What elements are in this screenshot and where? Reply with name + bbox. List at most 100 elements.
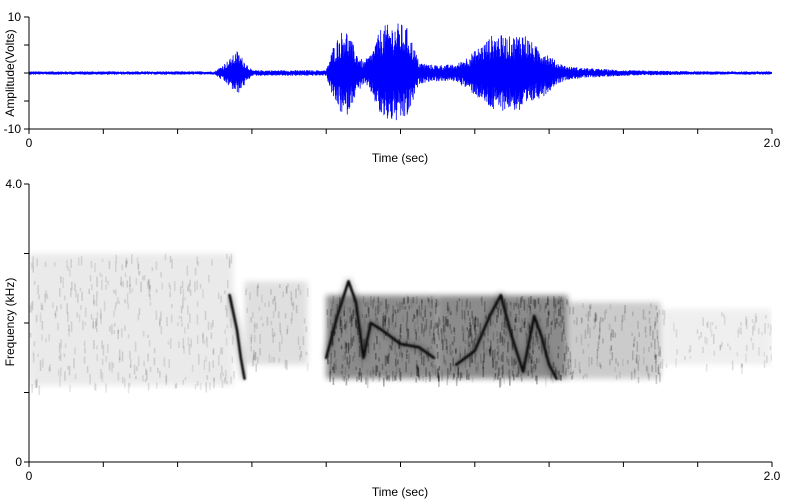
- spectrogram-speckle: [552, 362, 555, 369]
- spectrogram-speckle: [545, 318, 548, 329]
- spectrogram-speckle: [500, 366, 503, 370]
- spectrogram-speckle: [633, 336, 636, 341]
- spectrogram-speckle: [420, 350, 422, 356]
- spectrogram-speckle: [120, 276, 122, 286]
- spectrogram-speckle: [515, 302, 517, 307]
- spectrogram-speckle: [122, 377, 124, 384]
- spectrogram-speckle: [563, 353, 566, 362]
- spectrogram-speckle: [260, 316, 263, 320]
- spectrogram-speckle: [644, 316, 647, 321]
- spectrogram-speckle: [675, 358, 677, 368]
- spectrogram-speckle: [373, 342, 376, 351]
- spectrogram-speckle: [654, 321, 657, 325]
- spectrogram-speckle: [96, 327, 98, 333]
- spectrogram-speckle: [90, 314, 93, 320]
- spectrogram-speckle: [493, 375, 495, 382]
- spectrogram-speckle: [391, 315, 393, 326]
- spectrogram-speckle: [258, 306, 261, 311]
- spectrogram-speckle: [459, 372, 462, 381]
- spectrogram-speckle: [622, 358, 624, 367]
- spectrogram-speckle: [513, 302, 515, 310]
- spectrogram-speckle: [341, 325, 343, 333]
- spectrogram-speckle: [469, 321, 471, 328]
- spectrogram-speckle: [489, 318, 492, 326]
- spectrogram-speckle: [424, 305, 427, 312]
- waveform-x-tick-label-start: 0: [26, 136, 33, 150]
- spectrogram-speckle: [393, 325, 395, 330]
- spectrogram-speckle: [113, 289, 115, 294]
- spectrogram-speckle: [144, 378, 147, 383]
- spectrogram-speckle: [598, 328, 601, 339]
- spectrogram-speckle: [131, 254, 133, 264]
- spectrogram-speckle: [153, 347, 156, 354]
- spectrogram-speckle: [560, 375, 562, 382]
- spectrogram-speckle: [482, 340, 485, 351]
- spectrogram-speckle: [149, 293, 151, 301]
- spectrogram-speckle: [138, 271, 141, 276]
- spectrogram-speckle: [571, 371, 574, 379]
- spectrogram-speckle: [67, 312, 69, 322]
- spectrogram-speckle: [638, 332, 640, 338]
- spectrogram-speckle: [382, 312, 385, 320]
- spectrogram-speckle: [58, 355, 61, 360]
- spectrogram-speckle: [362, 295, 365, 303]
- spectrogram-speckle: [394, 309, 397, 314]
- spectrogram-speckle: [433, 326, 435, 337]
- spectrogram-speckle: [535, 331, 537, 338]
- spectrogram-speckle: [572, 370, 575, 374]
- spectrogram-speckle: [474, 324, 476, 335]
- spectrogram-speckle: [454, 367, 456, 372]
- spectrogram-speckle: [343, 305, 346, 316]
- spectrogram-speckle: [341, 364, 344, 369]
- spectrogram-speckle: [593, 326, 595, 330]
- spectrogram-speckle: [168, 359, 171, 368]
- spectrogram-speckle: [545, 377, 547, 387]
- spectrogram-speckle: [347, 306, 349, 313]
- spectrogram-speckle: [171, 303, 173, 308]
- spectrogram-speckle: [292, 302, 294, 307]
- spectrogram-speckle: [291, 311, 293, 321]
- spectrogram-speckle: [270, 289, 272, 295]
- spectrogram-speckle: [386, 376, 388, 382]
- waveform-panel: 0 2.0 10 -10 Time (sec) Amplitude(Volts): [3, 10, 781, 165]
- spectrogram-speckle: [745, 353, 747, 363]
- spectrogram-speckle: [252, 358, 254, 367]
- spectrogram-speckle: [181, 280, 184, 289]
- spectrogram-speckle: [436, 369, 439, 378]
- spectrogram-speckle: [31, 300, 34, 310]
- spectrogram-speckle: [612, 329, 614, 338]
- spectrogram-speckle: [60, 339, 62, 349]
- spectrogram-speckle: [473, 338, 476, 347]
- spectrogram-speckle: [573, 320, 576, 324]
- spectrogram-speckle: [367, 307, 370, 314]
- spectrogram-speckle: [387, 303, 390, 309]
- spectrogram-speckle: [477, 318, 479, 327]
- spectrogram-speckle: [416, 364, 419, 373]
- spectrogram-speckle: [563, 321, 565, 332]
- spectrogram-speckle: [273, 296, 276, 302]
- spectrogram-speckle: [559, 299, 562, 309]
- spectrogram-speckle: [246, 307, 248, 313]
- spectrogram-speckle: [121, 328, 123, 338]
- spectrogram-harmonic-trace: [228, 293, 246, 380]
- spectrogram-speckle: [529, 353, 531, 359]
- spectrogram-speckle: [333, 362, 336, 374]
- spectrogram-speckle: [125, 258, 128, 267]
- spectrogram-speckle: [352, 335, 355, 342]
- spectrogram-speckle: [38, 294, 40, 300]
- spectrogram-speckle: [445, 315, 448, 324]
- spectrogram-speckle: [384, 317, 387, 322]
- spectrogram-speckle: [594, 313, 597, 322]
- spectrogram-speckle: [305, 351, 308, 356]
- spectrogram-speckle: [224, 305, 227, 311]
- spectrogram-speckle: [416, 309, 419, 315]
- spectrogram-speckle: [386, 310, 388, 314]
- spectrogram-speckle: [250, 334, 253, 342]
- spectrogram-speckle: [399, 371, 402, 382]
- spectrogram-speckle: [171, 259, 173, 269]
- spectrogram-speckle: [355, 366, 357, 370]
- spectrogram-speckle: [490, 346, 492, 357]
- spectrogram-speckle: [344, 319, 346, 327]
- spectrogram-speckle: [462, 332, 465, 342]
- spectrogram-speckle: [408, 353, 410, 364]
